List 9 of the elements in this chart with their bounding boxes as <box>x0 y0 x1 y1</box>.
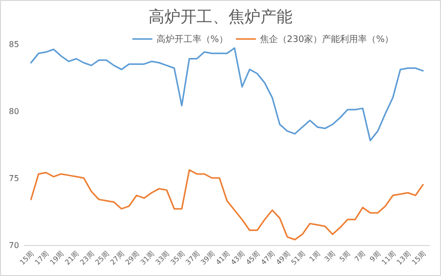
y-tick-label: 80 <box>8 107 20 116</box>
title: 高炉开工、焦炉产能 <box>148 9 292 26</box>
legend-label: 高炉开工率（%） <box>156 34 228 45</box>
y-tick-label: 85 <box>8 40 20 49</box>
legend-label: 焦企（230家）产能利用率（%） <box>260 34 394 45</box>
line-series <box>30 169 424 240</box>
y-tick-label: 75 <box>8 174 20 183</box>
line-series <box>30 47 424 142</box>
y-tick-label: 70 <box>8 241 20 250</box>
